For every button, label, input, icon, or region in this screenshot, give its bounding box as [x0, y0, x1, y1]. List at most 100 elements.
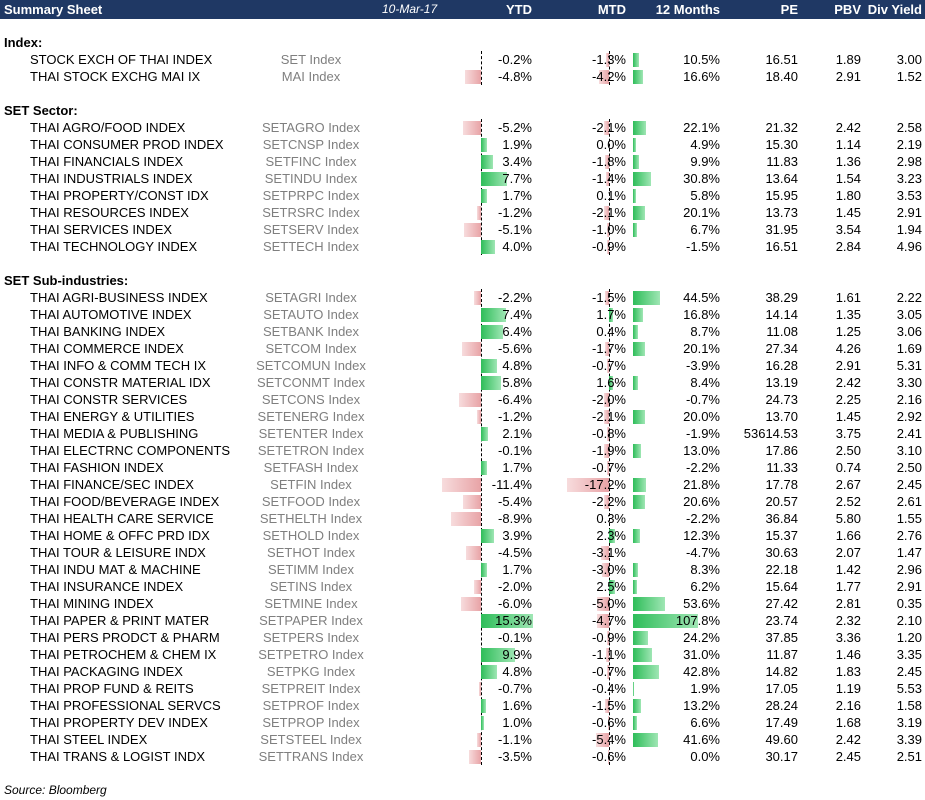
index-name: THAI INFO & COMM TECH IX	[30, 358, 206, 373]
pbv-cell: 1.25	[835, 324, 861, 339]
section-title-set-sector: SET Sector:	[4, 103, 78, 118]
table-row: THAI PROFESSIONAL SERVCS SETPROF Index 1.6…	[0, 697, 925, 714]
mtd-cell: 0.3%	[596, 511, 626, 526]
pbv-cell: 1.19	[835, 681, 861, 696]
mtd-bar	[603, 121, 609, 135]
mtd-cell: -0.9%	[592, 630, 626, 645]
div-yield-cell: 1.69	[896, 341, 922, 356]
m12-bar	[633, 223, 638, 237]
pe-cell: 18.40	[765, 69, 798, 84]
twelve-months-cell: 44.5%	[683, 290, 720, 305]
table-row: THAI ENERGY & UTILITIES SETENERG Index -1.…	[0, 408, 925, 425]
m12-bar	[633, 563, 638, 577]
div-yield-cell: 2.45	[896, 664, 922, 679]
div-yield-cell: 3.35	[896, 647, 922, 662]
table-row: THAI MEDIA & PUBLISHING SETENTER Index 2.1…	[0, 425, 925, 442]
mtd-bar	[601, 546, 609, 560]
twelve-months-cell: -1.5%	[686, 239, 720, 254]
pbv-cell: 1.54	[835, 171, 861, 186]
table-row: THAI STOCK EXCHG MAI IX MAI Index -4.8% -4.…	[0, 68, 925, 85]
twelve-months-cell: 20.6%	[683, 494, 720, 509]
index-name: THAI MEDIA & PUBLISHING	[30, 426, 199, 441]
table-row: THAI AGRO/FOOD INDEX SETAGRO Index -5.2% -2…	[0, 119, 925, 136]
div-yield-cell: 1.55	[896, 511, 922, 526]
ytd-cell: -5.6%	[498, 341, 532, 356]
twelve-months-cell: 20.1%	[683, 205, 720, 220]
mtd-cell: -0.6%	[592, 749, 626, 764]
ticker-cell: SETAGRI Index	[265, 290, 357, 305]
table-row: THAI FOOD/BEVERAGE INDEX SETFOOD Index -5.…	[0, 493, 925, 510]
mtd-bar	[609, 580, 616, 594]
ytd-bar	[481, 325, 503, 339]
table-row: THAI FINANCIALS INDEX SETFINC Index 3.4% -1…	[0, 153, 925, 170]
mtd-bar	[604, 393, 609, 407]
table-row: THAI AUTOMOTIVE INDEX SETAUTO Index 7.4% 1.…	[0, 306, 925, 323]
mtd-bar	[606, 648, 609, 662]
div-yield-cell: 2.61	[896, 494, 922, 509]
mtd-cell: -0.9%	[592, 239, 626, 254]
index-name: THAI FASHION INDEX	[30, 460, 164, 475]
table-row: THAI STEEL INDEX SETSTEEL Index -1.1% -5.4%…	[0, 731, 925, 748]
index-name: THAI SERVICES INDEX	[30, 222, 173, 237]
ytd-cell: 15.3%	[495, 613, 532, 628]
ytd-bar	[463, 223, 481, 237]
ticker-cell: SETHOT Index	[267, 545, 355, 560]
pe-cell: 27.34	[765, 341, 798, 356]
mtd-bar	[605, 172, 609, 186]
table-row: THAI RESOURCES INDEX SETRSRC Index -1.2% -2…	[0, 204, 925, 221]
m12-bar	[633, 172, 652, 186]
ticker-cell: SETPRPC Index	[262, 188, 360, 203]
div-yield-cell: 2.19	[896, 137, 922, 152]
pe-cell: 31.95	[765, 222, 798, 237]
table-row: THAI CONSUMER PROD INDEX SETCNSP Index 1.9…	[0, 136, 925, 153]
ytd-cell: 7.4%	[502, 307, 532, 322]
twelve-months-cell: 24.2%	[683, 630, 720, 645]
pe-cell: 13.64	[765, 171, 798, 186]
pe-cell: 30.63	[765, 545, 798, 560]
pbv-cell: 1.45	[835, 409, 861, 424]
twelve-months-cell: 8.3%	[690, 562, 720, 577]
pe-cell: 23.74	[765, 613, 798, 628]
table-row: THAI INSURANCE INDEX SETINS Index -2.0% 2.5…	[0, 578, 925, 595]
ytd-cell: 1.0%	[502, 715, 532, 730]
ytd-bar	[481, 665, 498, 679]
twelve-months-cell: -2.2%	[686, 511, 720, 526]
pe-cell: 16.51	[765, 52, 798, 67]
ytd-cell: -0.7%	[498, 681, 532, 696]
div-yield-cell: 2.16	[896, 392, 922, 407]
twelve-months-cell: 0.0%	[690, 749, 720, 764]
index-name: THAI TOUR & LEISURE INDX	[30, 545, 206, 560]
twelve-months-cell: 22.1%	[683, 120, 720, 135]
mtd-bar	[603, 495, 609, 509]
table-row: THAI INDU MAT & MACHINE SETIMM Index 1.7% -…	[0, 561, 925, 578]
twelve-months-cell: -4.7%	[686, 545, 720, 560]
index-name: THAI PROPERTY DEV INDEX	[30, 715, 208, 730]
pe-cell: 15.37	[765, 528, 798, 543]
ticker-cell: SETFINC Index	[265, 154, 357, 169]
index-name: THAI CONSTR MATERIAL IDX	[30, 375, 211, 390]
index-name: THAI PETROCHEM & CHEM IX	[30, 647, 217, 662]
table-row: THAI INFO & COMM TECH IX SETCOMUN Index 4.…	[0, 357, 925, 374]
index-name: THAI TRANS & LOGIST INDX	[30, 749, 206, 764]
twelve-months-cell: 8.4%	[690, 375, 720, 390]
ticker-cell: SETPREIT Index	[261, 681, 361, 696]
ticker-cell: SETENERG Index	[257, 409, 365, 424]
ytd-bar	[481, 529, 495, 543]
ytd-bar	[481, 716, 485, 730]
table-row: THAI FINANCE/SEC INDEX SETFIN Index -11.4%…	[0, 476, 925, 493]
ticker-cell: SETCOM Index	[265, 341, 357, 356]
pe-cell: 17.86	[765, 443, 798, 458]
mtd-bar	[607, 359, 609, 373]
table-row: THAI PROP FUND & REITS SETPREIT Index -0.7…	[0, 680, 925, 697]
ytd-cell: 1.7%	[502, 562, 532, 577]
pe-cell: 28.24	[765, 698, 798, 713]
pe-cell: 17.05	[765, 681, 798, 696]
index-name: THAI HEALTH CARE SERVICE	[30, 511, 214, 526]
index-name: THAI PROPERTY/CONST IDX	[30, 188, 209, 203]
m12-bar	[633, 410, 645, 424]
table-row: THAI HEALTH CARE SERVICE SETHELTH Index -8…	[0, 510, 925, 527]
div-yield-cell: 4.96	[896, 239, 922, 254]
m12-bar	[633, 495, 646, 509]
ytd-bar	[481, 359, 498, 373]
ytd-cell: -4.8%	[498, 69, 532, 84]
